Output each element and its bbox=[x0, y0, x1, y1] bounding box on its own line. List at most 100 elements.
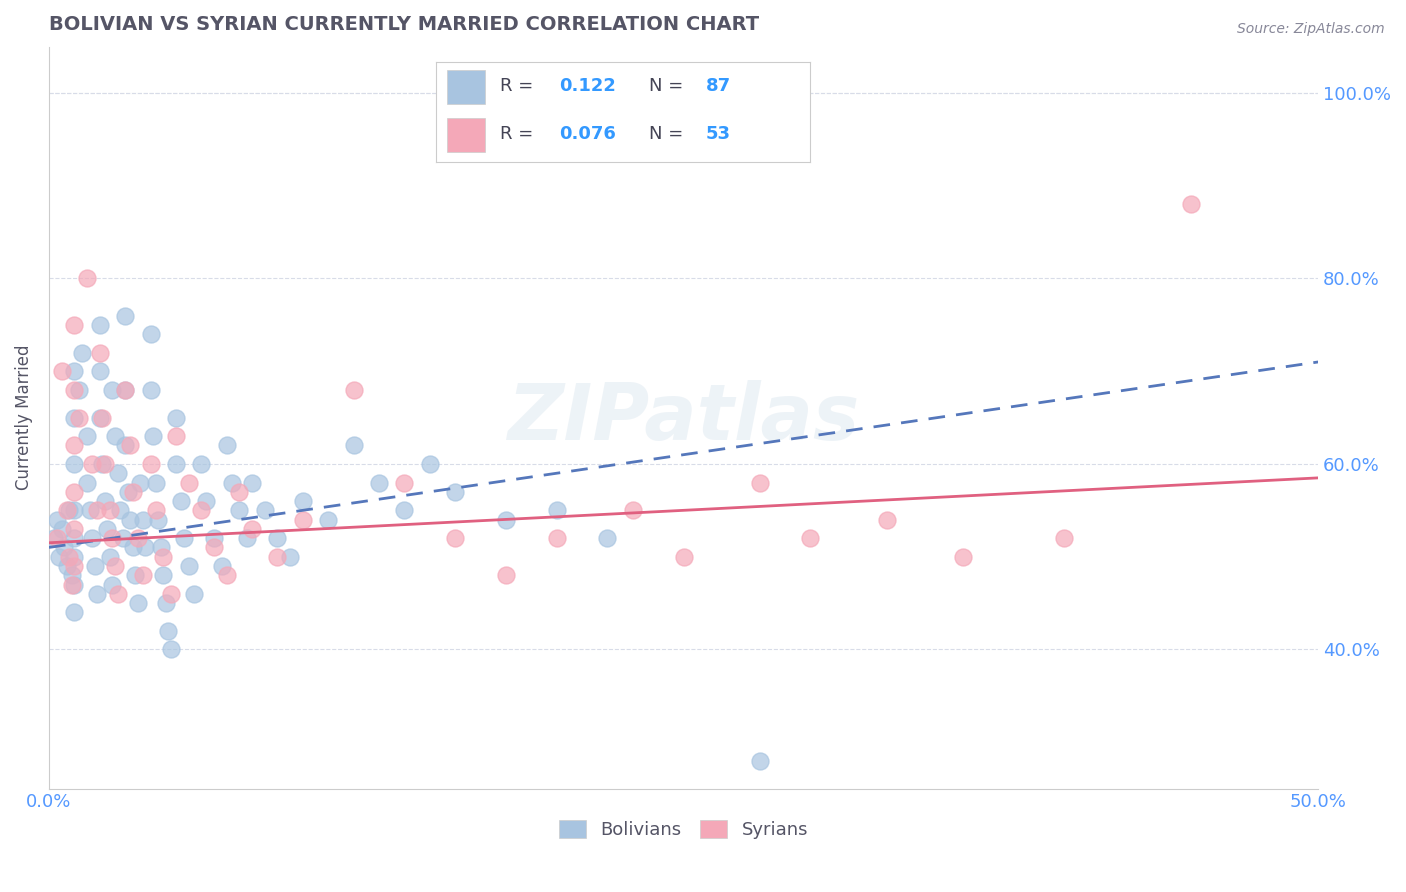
Point bbox=[124, 568, 146, 582]
Point bbox=[195, 494, 218, 508]
Point bbox=[342, 438, 364, 452]
Point bbox=[48, 549, 70, 564]
Point bbox=[266, 549, 288, 564]
Point bbox=[94, 494, 117, 508]
Point bbox=[177, 558, 200, 573]
Point bbox=[228, 484, 250, 499]
Point bbox=[63, 558, 86, 573]
Point bbox=[139, 383, 162, 397]
Point bbox=[98, 503, 121, 517]
Point bbox=[495, 513, 517, 527]
Point bbox=[190, 457, 212, 471]
Point bbox=[114, 438, 136, 452]
Point bbox=[444, 484, 467, 499]
Point bbox=[120, 438, 142, 452]
Point bbox=[114, 383, 136, 397]
Point bbox=[89, 364, 111, 378]
Point bbox=[94, 457, 117, 471]
Point bbox=[104, 429, 127, 443]
Point bbox=[291, 513, 314, 527]
Point bbox=[170, 494, 193, 508]
Point bbox=[101, 383, 124, 397]
Point bbox=[63, 383, 86, 397]
Point bbox=[495, 568, 517, 582]
Point bbox=[134, 541, 156, 555]
Point bbox=[419, 457, 441, 471]
Point bbox=[152, 568, 174, 582]
Text: BOLIVIAN VS SYRIAN CURRENTLY MARRIED CORRELATION CHART: BOLIVIAN VS SYRIAN CURRENTLY MARRIED COR… bbox=[49, 15, 759, 34]
Point bbox=[672, 549, 695, 564]
Point bbox=[89, 410, 111, 425]
Point bbox=[63, 410, 86, 425]
Point bbox=[96, 522, 118, 536]
Legend: Bolivians, Syrians: Bolivians, Syrians bbox=[553, 813, 815, 847]
Point bbox=[394, 503, 416, 517]
Point bbox=[157, 624, 180, 638]
Point bbox=[173, 531, 195, 545]
Point bbox=[51, 522, 73, 536]
Point bbox=[86, 587, 108, 601]
Point bbox=[748, 475, 770, 490]
Point bbox=[145, 475, 167, 490]
Point bbox=[236, 531, 259, 545]
Point bbox=[368, 475, 391, 490]
Point bbox=[139, 327, 162, 342]
Point bbox=[145, 503, 167, 517]
Point bbox=[748, 754, 770, 768]
Point bbox=[108, 503, 131, 517]
Point bbox=[142, 429, 165, 443]
Point bbox=[63, 318, 86, 332]
Point bbox=[76, 475, 98, 490]
Point bbox=[89, 318, 111, 332]
Point bbox=[58, 549, 80, 564]
Point bbox=[101, 531, 124, 545]
Point bbox=[139, 457, 162, 471]
Point bbox=[63, 364, 86, 378]
Point bbox=[83, 558, 105, 573]
Point bbox=[228, 503, 250, 517]
Point bbox=[159, 642, 181, 657]
Point bbox=[120, 513, 142, 527]
Point bbox=[101, 577, 124, 591]
Point bbox=[211, 558, 233, 573]
Point bbox=[82, 531, 104, 545]
Point bbox=[952, 549, 974, 564]
Point bbox=[546, 531, 568, 545]
Point bbox=[70, 345, 93, 359]
Point bbox=[132, 568, 155, 582]
Point bbox=[165, 429, 187, 443]
Point bbox=[58, 503, 80, 517]
Point bbox=[183, 587, 205, 601]
Point bbox=[76, 271, 98, 285]
Point bbox=[621, 503, 644, 517]
Point bbox=[67, 410, 90, 425]
Text: Source: ZipAtlas.com: Source: ZipAtlas.com bbox=[1237, 22, 1385, 37]
Point bbox=[165, 410, 187, 425]
Point bbox=[596, 531, 619, 545]
Point bbox=[51, 364, 73, 378]
Text: ZIPatlas: ZIPatlas bbox=[508, 380, 859, 456]
Point bbox=[799, 531, 821, 545]
Point bbox=[291, 494, 314, 508]
Point bbox=[146, 513, 169, 527]
Point bbox=[114, 383, 136, 397]
Point bbox=[45, 513, 67, 527]
Point bbox=[63, 457, 86, 471]
Point bbox=[121, 541, 143, 555]
Point bbox=[63, 484, 86, 499]
Point bbox=[63, 549, 86, 564]
Point bbox=[63, 522, 86, 536]
Point bbox=[63, 605, 86, 619]
Point bbox=[127, 531, 149, 545]
Point bbox=[1180, 197, 1202, 211]
Point bbox=[132, 513, 155, 527]
Point bbox=[240, 522, 263, 536]
Point bbox=[86, 503, 108, 517]
Point bbox=[91, 410, 114, 425]
Point bbox=[190, 503, 212, 517]
Point bbox=[240, 475, 263, 490]
Point bbox=[104, 558, 127, 573]
Point bbox=[177, 475, 200, 490]
Point bbox=[107, 587, 129, 601]
Point bbox=[394, 475, 416, 490]
